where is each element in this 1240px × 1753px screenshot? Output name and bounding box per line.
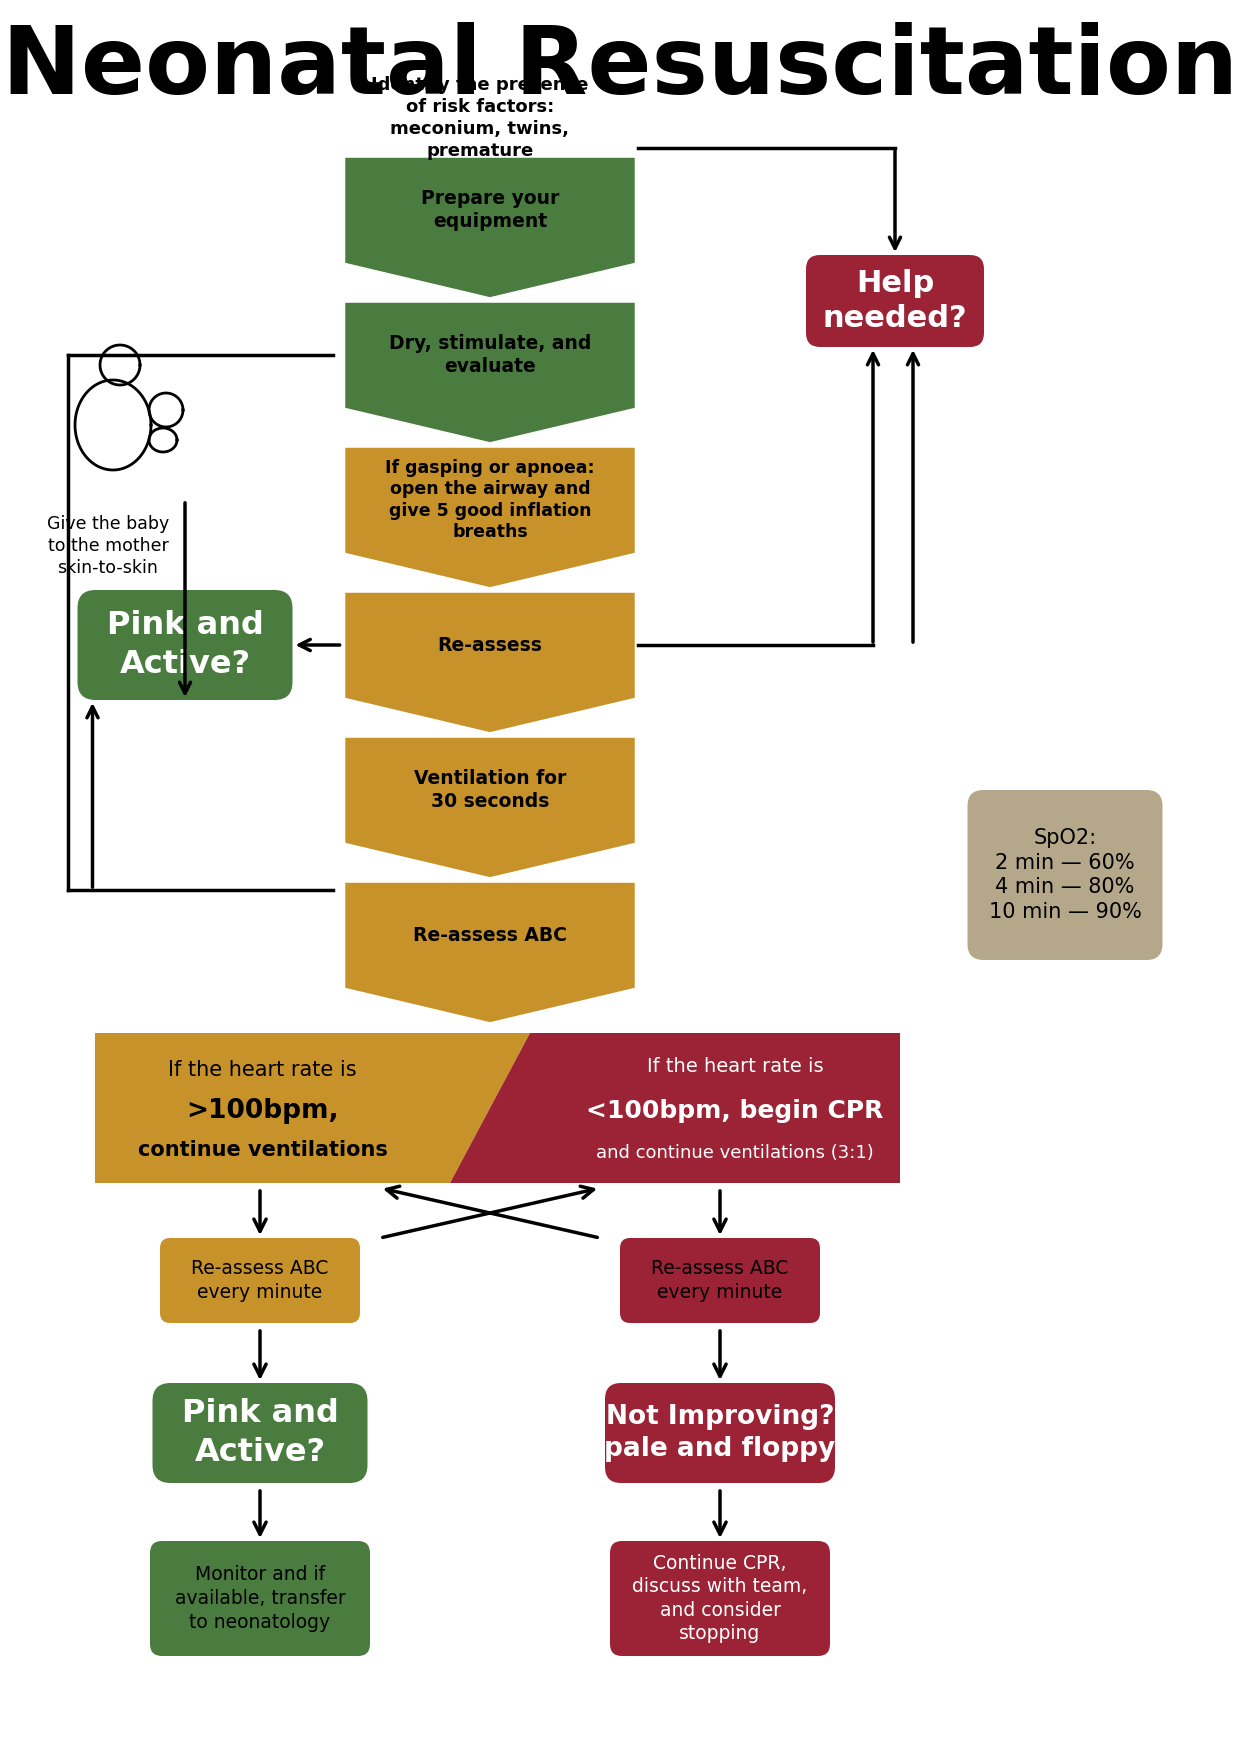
- Text: If gasping or apnoea:
open the airway and
give 5 good inflation
breaths: If gasping or apnoea: open the airway an…: [386, 459, 595, 542]
- Text: Pink and
Active?: Pink and Active?: [107, 610, 263, 680]
- FancyBboxPatch shape: [806, 254, 985, 347]
- FancyBboxPatch shape: [153, 1383, 367, 1483]
- Text: and continue ventilations (3:1): and continue ventilations (3:1): [596, 1145, 874, 1162]
- Text: Re-assess ABC
every minute: Re-assess ABC every minute: [191, 1259, 329, 1302]
- FancyBboxPatch shape: [620, 1238, 820, 1324]
- Polygon shape: [342, 154, 637, 300]
- FancyBboxPatch shape: [160, 1238, 360, 1324]
- Text: Dry, stimulate, and
evaluate: Dry, stimulate, and evaluate: [389, 335, 591, 375]
- Text: Pink and
Active?: Pink and Active?: [181, 1399, 339, 1467]
- Text: <100bpm, begin CPR: <100bpm, begin CPR: [587, 1099, 884, 1124]
- Text: Re-assess: Re-assess: [438, 636, 542, 654]
- Text: Monitor and if
available, transfer
to neonatology: Monitor and if available, transfer to ne…: [175, 1565, 346, 1632]
- Polygon shape: [342, 735, 637, 880]
- Text: Ventilation for
30 seconds: Ventilation for 30 seconds: [414, 770, 567, 812]
- Text: Prepare your
equipment: Prepare your equipment: [420, 189, 559, 231]
- Text: continue ventilations: continue ventilations: [138, 1139, 387, 1160]
- FancyBboxPatch shape: [605, 1383, 835, 1483]
- Text: Continue CPR,
discuss with team,
and consider
stopping: Continue CPR, discuss with team, and con…: [632, 1553, 807, 1643]
- Text: Not Improving?
(pale and floppy): Not Improving? (pale and floppy): [593, 1404, 848, 1462]
- Text: Re-assess ABC
every minute: Re-assess ABC every minute: [651, 1259, 789, 1302]
- FancyBboxPatch shape: [150, 1541, 370, 1657]
- FancyBboxPatch shape: [967, 791, 1163, 961]
- Polygon shape: [95, 1033, 529, 1183]
- Text: If the heart rate is: If the heart rate is: [169, 1061, 357, 1080]
- Polygon shape: [342, 445, 637, 591]
- Text: Re-assess ABC: Re-assess ABC: [413, 926, 567, 945]
- Text: Help
needed?: Help needed?: [822, 268, 967, 333]
- Text: >100bpm,: >100bpm,: [186, 1097, 339, 1124]
- Polygon shape: [342, 880, 637, 1026]
- FancyBboxPatch shape: [610, 1541, 830, 1657]
- Text: Give the baby
to the mother
skin-to-skin: Give the baby to the mother skin-to-skin: [47, 515, 169, 577]
- Polygon shape: [342, 300, 637, 445]
- Polygon shape: [342, 591, 637, 735]
- Text: Neonatal Resuscitation: Neonatal Resuscitation: [2, 23, 1238, 114]
- FancyBboxPatch shape: [77, 591, 293, 699]
- Text: SpO2:
2 min — 60%
4 min — 80%
10 min — 90%: SpO2: 2 min — 60% 4 min — 80% 10 min — 9…: [988, 827, 1142, 922]
- Polygon shape: [450, 1033, 900, 1183]
- Text: If the heart rate is: If the heart rate is: [647, 1057, 823, 1076]
- Text: Identify the presence
of risk factors:
meconium, twins,
premature: Identify the presence of risk factors: m…: [371, 75, 589, 160]
